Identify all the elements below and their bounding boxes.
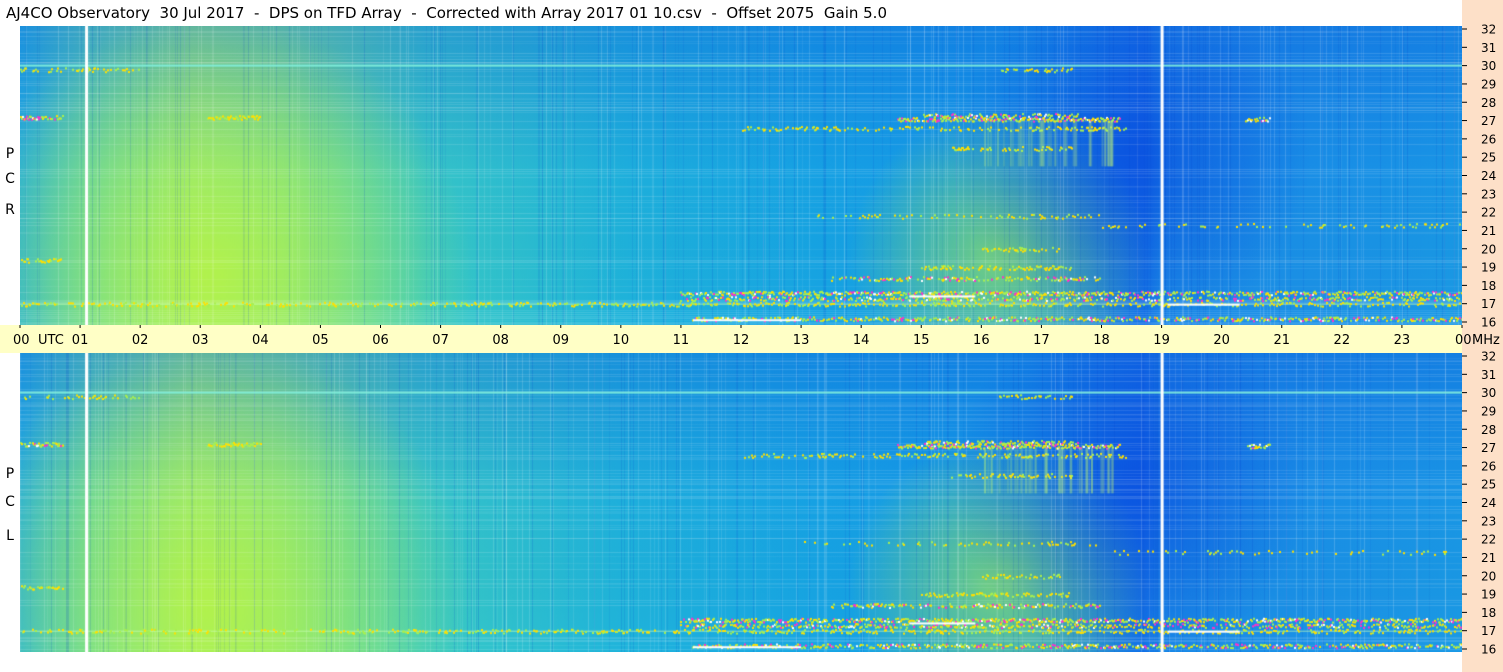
time-tick-label: 20 bbox=[1213, 333, 1230, 348]
time-tick-label: 22 bbox=[1334, 333, 1351, 348]
rcp-freq-tick-label: 31 bbox=[1481, 41, 1496, 55]
utc-unit-label: UTC bbox=[38, 333, 64, 348]
lcp-letter-l: L bbox=[6, 528, 14, 544]
time-tick-label: 08 bbox=[492, 333, 509, 348]
time-tick-label: 12 bbox=[733, 333, 750, 348]
lcp-freq-tick-label: 20 bbox=[1481, 569, 1496, 583]
lcp-freq-tick-label: 19 bbox=[1481, 588, 1496, 602]
frequency-axis-strip bbox=[1462, 0, 1503, 672]
time-tick-label: 02 bbox=[132, 333, 149, 348]
utc-time-axis-band bbox=[0, 325, 1462, 353]
rcp-freq-tick-label: 27 bbox=[1481, 114, 1496, 128]
time-tick-label: 01 bbox=[72, 333, 89, 348]
lcp-freq-tick-label: 28 bbox=[1481, 423, 1496, 437]
time-tick-label: 05 bbox=[312, 333, 329, 348]
rcp-letter-p: R bbox=[5, 202, 15, 218]
time-tick-label: 04 bbox=[252, 333, 269, 348]
rcp-freq-tick-label: 28 bbox=[1481, 96, 1496, 110]
time-tick-label: 00 bbox=[13, 333, 30, 348]
time-tick-label: 16 bbox=[973, 333, 990, 348]
rcp-spectrogram-canvas bbox=[20, 26, 1462, 325]
rcp-freq-tick-label: 25 bbox=[1481, 151, 1496, 165]
lcp-freq-tick-label: 18 bbox=[1481, 606, 1496, 620]
lcp-freq-tick-label: 16 bbox=[1481, 643, 1496, 657]
time-tick-label: 13 bbox=[793, 333, 810, 348]
rcp-freq-tick-label: 21 bbox=[1481, 224, 1496, 238]
rcp-freq-tick-label: 23 bbox=[1481, 187, 1496, 201]
time-tick-label: 09 bbox=[552, 333, 569, 348]
time-tick-label: 21 bbox=[1273, 333, 1290, 348]
time-tick-label: 23 bbox=[1394, 333, 1411, 348]
lcp-letter-p: P bbox=[5, 466, 15, 482]
rcp-freq-tick-label: 20 bbox=[1481, 242, 1496, 256]
lcp-freq-tick-label: 17 bbox=[1481, 624, 1496, 638]
time-tick-label: 19 bbox=[1153, 333, 1170, 348]
time-tick-label: 06 bbox=[372, 333, 389, 348]
time-tick-label: 14 bbox=[853, 333, 870, 348]
time-tick-label: 03 bbox=[192, 333, 209, 348]
bottom-margin bbox=[0, 652, 1462, 672]
lcp-freq-tick-label: 24 bbox=[1481, 496, 1496, 510]
rcp-freq-tick-label: 32 bbox=[1481, 23, 1496, 37]
time-tick-label: 10 bbox=[613, 333, 630, 348]
time-tick-label: 00 bbox=[1455, 333, 1472, 348]
rcp-freq-tick-label: 19 bbox=[1481, 261, 1496, 275]
rcp-freq-tick-label: 24 bbox=[1481, 169, 1496, 183]
lcp-freq-tick-label: 25 bbox=[1481, 478, 1496, 492]
mhz-unit-label: MHz bbox=[1472, 333, 1500, 348]
rcp-freq-tick-label: 22 bbox=[1481, 206, 1496, 220]
rcp-freq-tick-label: 26 bbox=[1481, 132, 1496, 146]
time-tick-label: 18 bbox=[1093, 333, 1110, 348]
rcp-freq-tick-label: 17 bbox=[1481, 297, 1496, 311]
time-tick-label: 15 bbox=[913, 333, 930, 348]
time-tick-label: 17 bbox=[1033, 333, 1050, 348]
lcp-freq-tick-label: 26 bbox=[1481, 459, 1496, 473]
rcp-freq-tick-label: 30 bbox=[1481, 59, 1496, 73]
rcp-freq-tick-label: 16 bbox=[1481, 316, 1496, 330]
rcp-letter-r: P bbox=[5, 146, 15, 162]
rcp-spectrogram bbox=[20, 26, 1462, 325]
rcp-letter-c: C bbox=[5, 171, 15, 187]
lcp-freq-tick-label: 31 bbox=[1481, 368, 1496, 382]
lcp-freq-tick-label: 22 bbox=[1481, 533, 1496, 547]
chart-title: AJ4CO Observatory 30 Jul 2017 - DPS on T… bbox=[6, 4, 887, 22]
lcp-letter-c: C bbox=[5, 494, 15, 510]
lcp-freq-tick-label: 27 bbox=[1481, 441, 1496, 455]
lcp-freq-tick-label: 21 bbox=[1481, 551, 1496, 565]
rcp-freq-tick-label: 29 bbox=[1481, 77, 1496, 91]
time-tick-label: 11 bbox=[673, 333, 690, 348]
lcp-freq-tick-label: 23 bbox=[1481, 514, 1496, 528]
lcp-spectrogram bbox=[20, 353, 1462, 652]
lcp-freq-tick-label: 32 bbox=[1481, 350, 1496, 364]
title-bar: AJ4CO Observatory 30 Jul 2017 - DPS on T… bbox=[0, 0, 1462, 27]
lcp-freq-tick-label: 29 bbox=[1481, 404, 1496, 418]
time-tick-label: 07 bbox=[432, 333, 449, 348]
lcp-freq-tick-label: 30 bbox=[1481, 386, 1496, 400]
lcp-spectrogram-canvas bbox=[20, 353, 1462, 652]
rcp-freq-tick-label: 18 bbox=[1481, 279, 1496, 293]
